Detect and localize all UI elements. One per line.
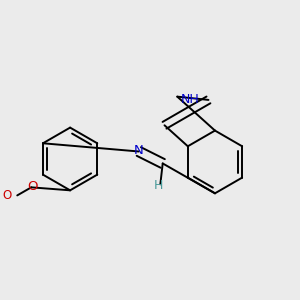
Text: O: O [3, 189, 12, 202]
Text: O: O [28, 180, 38, 193]
Text: H: H [154, 179, 163, 192]
Text: N: N [134, 143, 144, 157]
Text: NH: NH [181, 92, 200, 106]
